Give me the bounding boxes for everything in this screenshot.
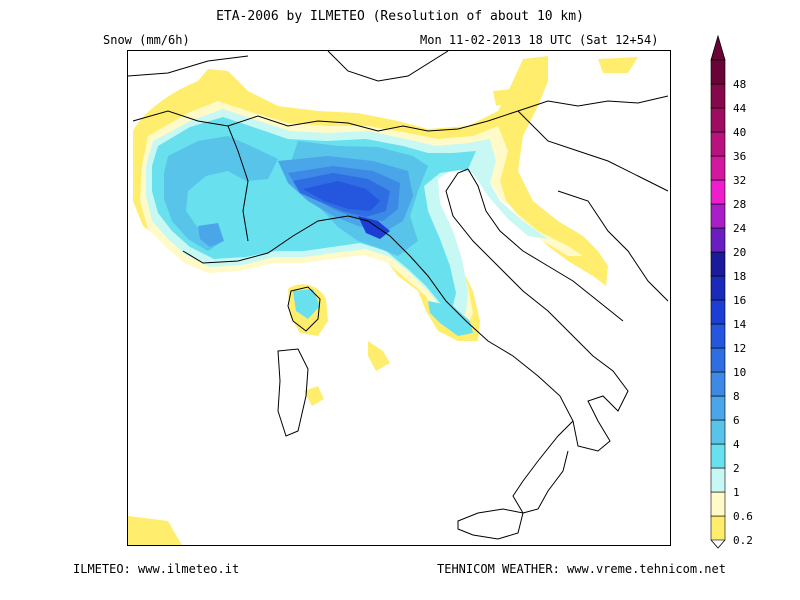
map-frame (127, 50, 671, 546)
colorbar-swatch-0_2 (710, 515, 726, 541)
colorbar-swatch-8 (710, 371, 726, 397)
colorbar-label-40: 40 (733, 126, 746, 139)
colorbar-label-16: 16 (733, 294, 746, 307)
colorbar-swatch-18 (710, 251, 726, 277)
colorbar-swatch-6 (710, 395, 726, 421)
colorbar-swatch-48 (710, 59, 726, 85)
colorbar-swatch-28 (710, 179, 726, 205)
colorbar-swatch-20 (710, 227, 726, 253)
colorbar-label-14: 14 (733, 318, 747, 331)
colorbar-swatch-1 (710, 467, 726, 493)
colorbar-label-1: 1 (733, 486, 740, 499)
colorbar-label-36: 36 (733, 150, 746, 163)
colorbar-label-0_6: 0.6 (733, 510, 753, 523)
colorbar-label-18: 18 (733, 270, 746, 283)
colorbar-legend: 0.2 0.6 1 2 4 6 8 10 12 14 16 18 20 24 28 32 36 40 44 48 (700, 30, 780, 550)
colorbar-swatch-16 (710, 275, 726, 301)
variable-label: Snow (mm/6h) (103, 33, 190, 47)
colorbar-swatch-4 (710, 419, 726, 445)
colorbar-swatch-10 (710, 347, 726, 373)
colorbar-swatch-24 (710, 203, 726, 229)
credit-tehnicom: TEHNICOM WEATHER: www.vreme.tehnicom.net (437, 562, 726, 576)
snow-layer-14 (358, 216, 390, 239)
colorbar-swatch-40 (710, 107, 726, 133)
colorbar-swatch-2 (710, 443, 726, 469)
colorbar-label-8: 8 (733, 390, 740, 403)
colorbar-swatch-0_6 (710, 491, 726, 517)
colorbar-label-32: 32 (733, 174, 746, 187)
colorbar-swatch-14 (710, 299, 726, 325)
snow-layer-12 (303, 181, 380, 211)
colorbar-label-28: 28 (733, 198, 746, 211)
colorbar-swatch-12 (710, 323, 726, 349)
colorbar-label-2: 2 (733, 462, 740, 475)
coastlines-and-borders (128, 51, 669, 540)
chart-title: ETA-2006 by ILMETEO (Resolution of about… (216, 9, 584, 24)
colorbar-over-triangle (710, 34, 726, 61)
colorbar-label-0_2: 0.2 (733, 534, 753, 547)
credit-ilmeteo: ILMETEO: www.ilmeteo.it (73, 562, 240, 576)
colorbar-label-4: 4 (733, 438, 740, 451)
colorbar-label-6: 6 (733, 414, 740, 427)
forecast-datetime: Mon 11-02-2013 18 UTC (Sat 12+54) (420, 33, 659, 47)
map-canvas (128, 51, 669, 545)
colorbar-under-pointer (710, 539, 726, 549)
colorbar-label-44: 44 (733, 102, 747, 115)
colorbar-label-48: 48 (733, 78, 746, 91)
colorbar-label-12: 12 (733, 342, 746, 355)
colorbar-swatch-44 (710, 83, 726, 109)
colorbar-label-20: 20 (733, 246, 746, 259)
colorbar-label-10: 10 (733, 366, 746, 379)
colorbar-swatch-36 (710, 131, 726, 157)
colorbar-label-24: 24 (733, 222, 747, 235)
colorbar-swatch-32 (710, 155, 726, 181)
